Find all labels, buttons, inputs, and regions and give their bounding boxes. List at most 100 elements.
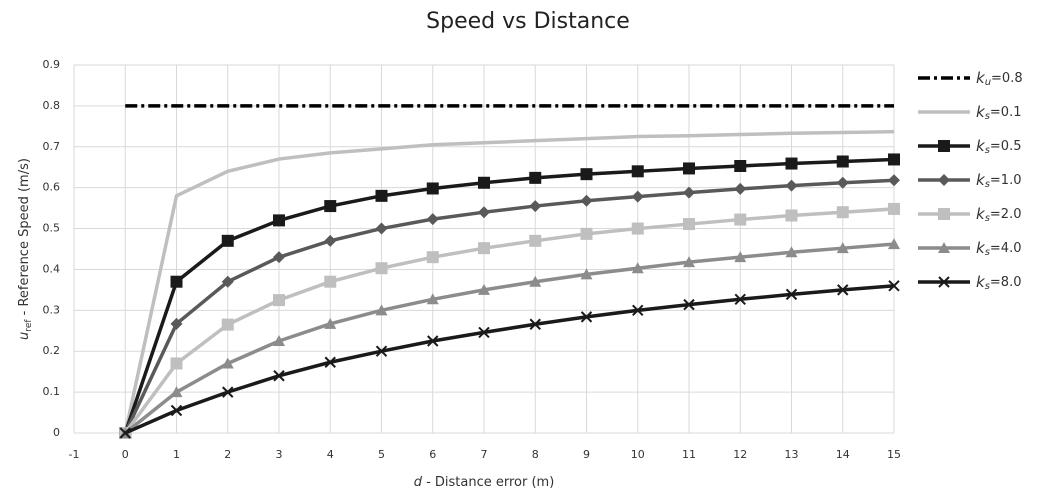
legend-label: ku=0.8 [976,69,1023,89]
marker [273,214,285,227]
marker [222,386,234,398]
x-tick-label: 13 [785,448,799,461]
y-axis-label: uref - Reference Speed (m/s) [17,158,34,340]
legend-label: ks=0.1 [976,103,1021,123]
marker [375,189,388,202]
marker [427,335,439,347]
marker [273,251,285,264]
x-tick-label: 1 [173,448,180,461]
marker [734,213,747,226]
marker [683,298,695,311]
marker [631,262,644,274]
marker [734,159,747,172]
marker [478,283,490,295]
marker [836,155,849,168]
marker [529,234,542,247]
marker [375,262,388,275]
marker [580,311,593,323]
x-tick-label: 0 [122,448,129,461]
x-tick-label: 6 [429,448,436,461]
marker [170,357,183,370]
marker [683,256,695,268]
marker [888,153,900,166]
y-tick-label: 0.7 [43,140,61,153]
marker [785,209,798,222]
x-tick-label: 2 [224,448,231,461]
x-tick-label: 5 [378,448,385,461]
marker [683,162,695,175]
marker [888,202,900,215]
marker [785,288,798,301]
marker [734,293,746,306]
x-tick-label: 8 [532,448,539,461]
x-tick-label: 7 [481,448,488,461]
marker [632,304,644,317]
x-tick-label: 15 [887,448,901,461]
marker [529,171,542,184]
x-tick-label: 10 [631,448,645,461]
legend-label: ks=8.0 [976,273,1021,293]
series-line [123,129,895,434]
marker [734,182,747,195]
marker [221,318,234,331]
marker [785,157,798,170]
marker [837,284,849,296]
marker [170,275,183,288]
y-tick-label: 0 [53,426,60,439]
marker [478,176,490,189]
marker [785,246,798,258]
marker [580,194,593,207]
marker [426,213,439,226]
series-line [123,207,895,435]
marker [273,335,285,346]
marker [478,206,490,219]
x-tick-label: 3 [276,448,283,461]
marker [580,268,593,280]
legend-marker [938,242,950,253]
marker [170,317,183,330]
marker [324,356,336,368]
marker [529,318,541,330]
marker [221,357,234,369]
marker [324,317,337,329]
marker [631,165,644,178]
series-line [124,242,895,435]
marker [888,174,900,187]
legend-marker [938,140,950,152]
series-line [123,178,895,434]
marker [836,206,849,219]
y-tick-label: 0.8 [43,99,61,112]
marker [888,280,900,292]
marker [580,227,593,240]
marker [683,186,695,199]
x-tick-label: -1 [69,448,80,461]
x-tick-label: 12 [733,448,747,461]
marker [221,234,234,247]
marker [426,251,439,264]
marker [734,251,747,263]
marker [631,222,644,235]
marker [221,275,234,288]
y-tick-label: 0.1 [43,385,61,398]
marker [683,218,695,231]
marker [375,222,388,235]
x-tick-label: 4 [327,448,334,461]
y-tick-label: 0.9 [43,58,61,71]
x-axis-label: d - Distance error (m) [414,475,555,490]
marker [836,242,849,254]
legend-label: ks=0.5 [976,137,1021,157]
legend-marker [938,174,950,186]
y-tick-label: 0.6 [43,181,61,194]
marker [529,275,542,287]
marker [170,386,183,398]
marker [324,275,337,288]
x-tick-label: 11 [682,448,696,461]
marker [273,294,285,307]
marker [631,190,644,203]
marker [580,168,593,181]
marker [836,176,849,189]
marker [324,234,337,247]
x-tick-label: 9 [583,448,590,461]
y-tick-label: 0.3 [43,303,61,316]
